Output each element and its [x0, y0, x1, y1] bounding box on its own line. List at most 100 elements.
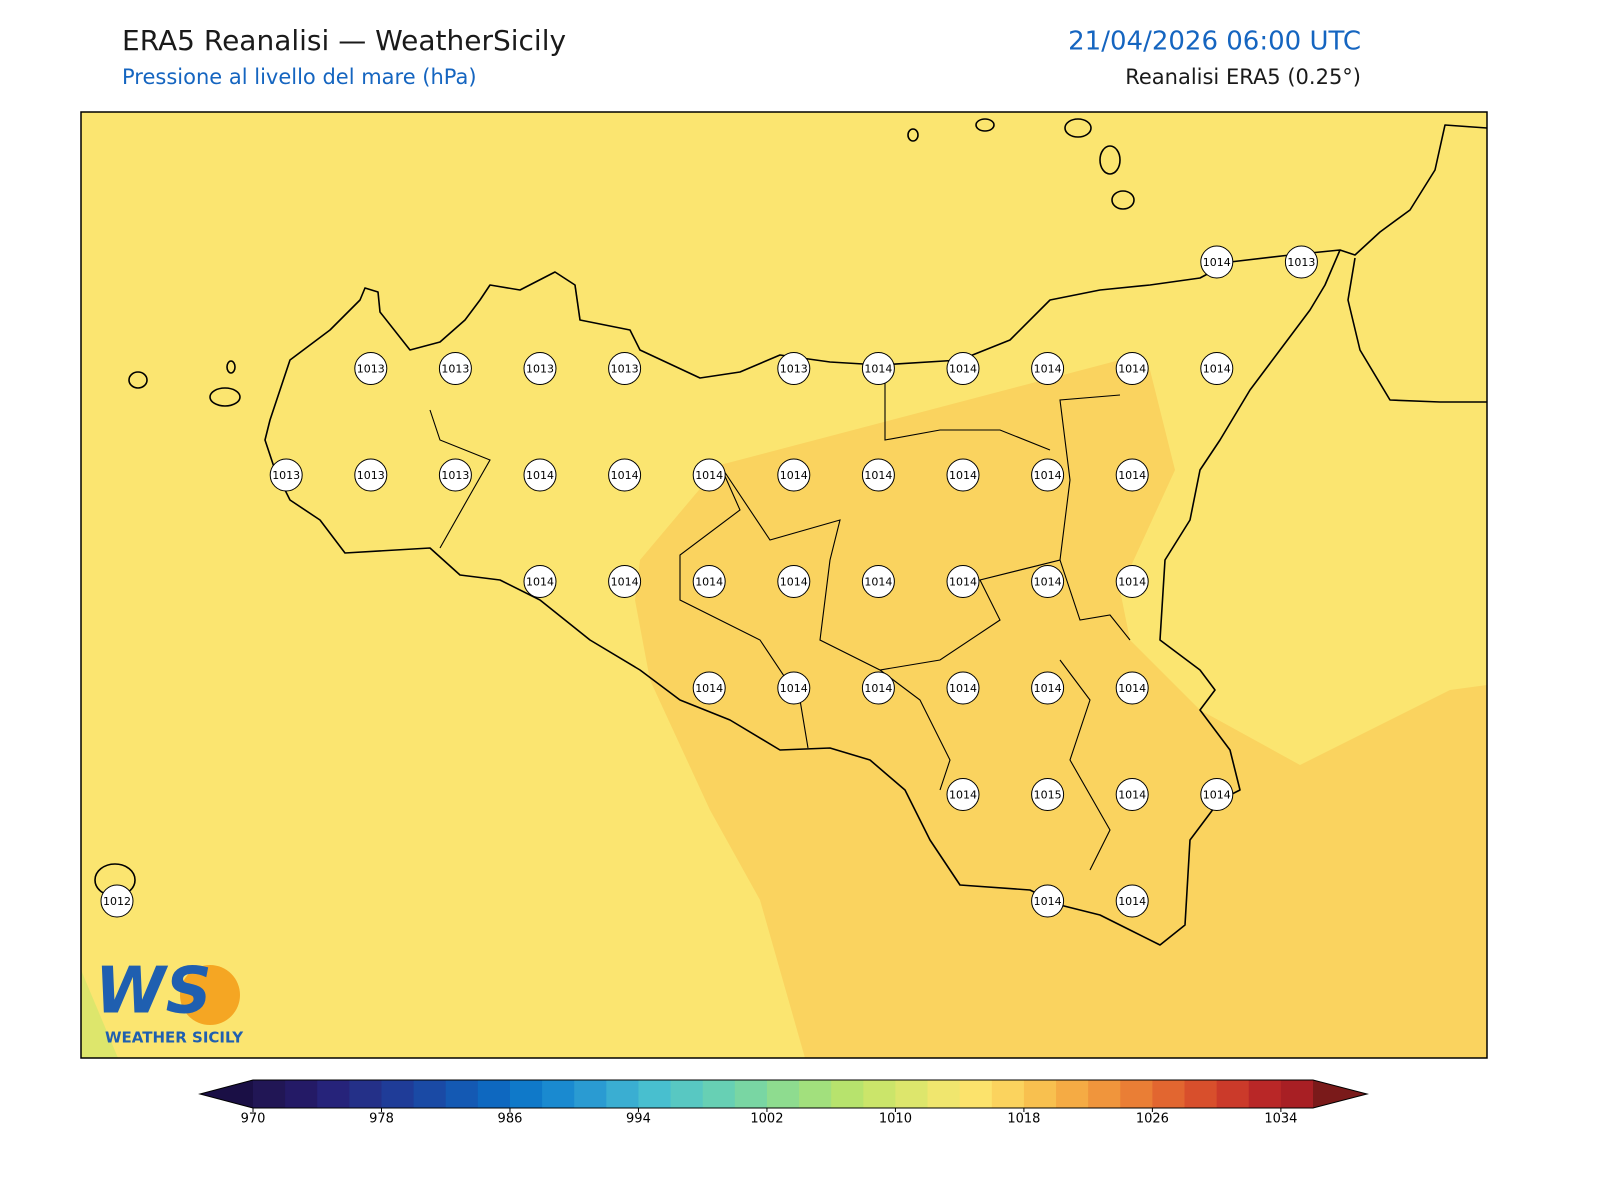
station-marker — [861, 565, 895, 598]
colorbar-tick-label: 986 — [498, 1112, 523, 1127]
station-marker — [1031, 778, 1065, 811]
station-marker — [1031, 884, 1065, 918]
colorbar-bin — [1216, 1080, 1250, 1108]
station-marker — [523, 458, 557, 492]
colorbar-bin — [1152, 1080, 1186, 1108]
station-value: 1013 — [441, 469, 469, 482]
colorbar-bin — [542, 1080, 575, 1108]
colorbar-bin — [734, 1080, 768, 1108]
station-value: 1014 — [526, 576, 554, 589]
colorbar-tick-label: 1026 — [1136, 1112, 1169, 1127]
colorbar-bin — [574, 1080, 607, 1108]
station-marker — [1200, 245, 1234, 279]
station-value: 1014 — [1203, 256, 1231, 269]
station-marker — [777, 352, 811, 385]
station-marker — [1200, 352, 1234, 385]
station-marker — [1031, 565, 1065, 598]
station-value: 1014 — [949, 576, 977, 589]
station-value: 1014 — [1034, 682, 1062, 695]
stations: 1014 1013 1013 1013 1013 1013 1013 1014 1014 1014… — [100, 245, 1318, 918]
colorbar-tick-label: 1002 — [750, 1112, 783, 1127]
station-marker — [692, 671, 726, 705]
station-value: 1014 — [611, 576, 639, 589]
station-value: 1015 — [1034, 789, 1062, 802]
colorbar-bin — [1023, 1080, 1057, 1108]
calabria-coast — [1339, 124, 1487, 256]
station-marker — [100, 884, 134, 918]
province-borders — [429, 284, 1131, 871]
station-value: 1014 — [611, 469, 639, 482]
station-value: 1014 — [780, 469, 808, 482]
station-value: 1014 — [1203, 789, 1231, 802]
station-marker — [1115, 458, 1149, 492]
station-value: 1014 — [864, 682, 892, 695]
colorbar-bin — [831, 1080, 864, 1108]
colorbar-bin — [863, 1080, 896, 1108]
station-value: 1014 — [1203, 363, 1231, 376]
station-value: 1013 — [441, 363, 469, 376]
station-value: 1014 — [695, 469, 723, 482]
colorbar-bin — [477, 1080, 511, 1108]
station-value: 1014 — [949, 789, 977, 802]
colorbar-tick-label: 978 — [369, 1112, 394, 1127]
logo: WS WEATHER SICILY — [95, 955, 244, 1047]
station-marker — [269, 458, 303, 492]
station-value: 1014 — [526, 469, 554, 482]
station-marker — [1031, 352, 1065, 385]
colorbar-over — [1313, 1080, 1367, 1108]
colorbar-bin — [606, 1080, 639, 1108]
station-marker — [861, 671, 895, 705]
station-value: 1014 — [1034, 895, 1062, 908]
station-value: 1014 — [864, 576, 892, 589]
colorbar-bin — [959, 1080, 993, 1108]
station-value: 1014 — [1118, 363, 1146, 376]
datetime: 21/04/2026 06:00 UTC — [1068, 27, 1361, 57]
station-marker — [1031, 458, 1065, 492]
station-marker — [946, 671, 980, 705]
station-value: 1014 — [1118, 789, 1146, 802]
colorbar-tick-label: 994 — [626, 1112, 651, 1127]
station-value: 1014 — [864, 363, 892, 376]
station-marker — [861, 458, 895, 492]
station-marker — [692, 458, 726, 492]
station-marker — [946, 778, 980, 811]
station-value: 1014 — [1034, 576, 1062, 589]
station-value: 1014 — [864, 469, 892, 482]
field-lower — [81, 970, 118, 1058]
colorbar-bin — [413, 1080, 447, 1108]
colorbar-bin — [991, 1080, 1025, 1108]
station-value: 1014 — [1034, 469, 1062, 482]
station-marker — [1200, 778, 1234, 811]
station-marker — [608, 565, 642, 598]
colorbar-bin — [349, 1080, 382, 1108]
field-high — [635, 360, 1487, 1058]
colorbar-bin — [927, 1080, 961, 1108]
calabria-coast-south — [1347, 257, 1487, 403]
colorbar-bin — [1248, 1080, 1282, 1108]
station-marker — [777, 565, 811, 598]
station-marker — [1115, 565, 1149, 598]
colorbar-tick-label: 970 — [241, 1112, 266, 1127]
colorbar-under — [200, 1080, 253, 1108]
station-marker — [692, 565, 726, 598]
colorbar-bin — [799, 1080, 832, 1108]
colorbar-bin — [317, 1080, 350, 1108]
colorbar-tick-label: 1010 — [879, 1112, 912, 1127]
station-value: 1014 — [1118, 469, 1146, 482]
station-marker — [1115, 671, 1149, 705]
colorbar-bin — [1280, 1080, 1314, 1108]
colorbar-bin — [509, 1080, 543, 1108]
station-marker — [946, 352, 980, 385]
colorbar-tick-label: 1018 — [1007, 1112, 1040, 1127]
station-marker — [1284, 245, 1318, 279]
colorbar-bin — [702, 1080, 736, 1108]
station-marker — [1031, 671, 1065, 705]
station-marker — [861, 352, 895, 385]
station-value: 1014 — [780, 682, 808, 695]
station-marker — [438, 458, 472, 492]
colorbar-bin — [638, 1080, 672, 1108]
colorbar-bin — [1120, 1080, 1153, 1108]
